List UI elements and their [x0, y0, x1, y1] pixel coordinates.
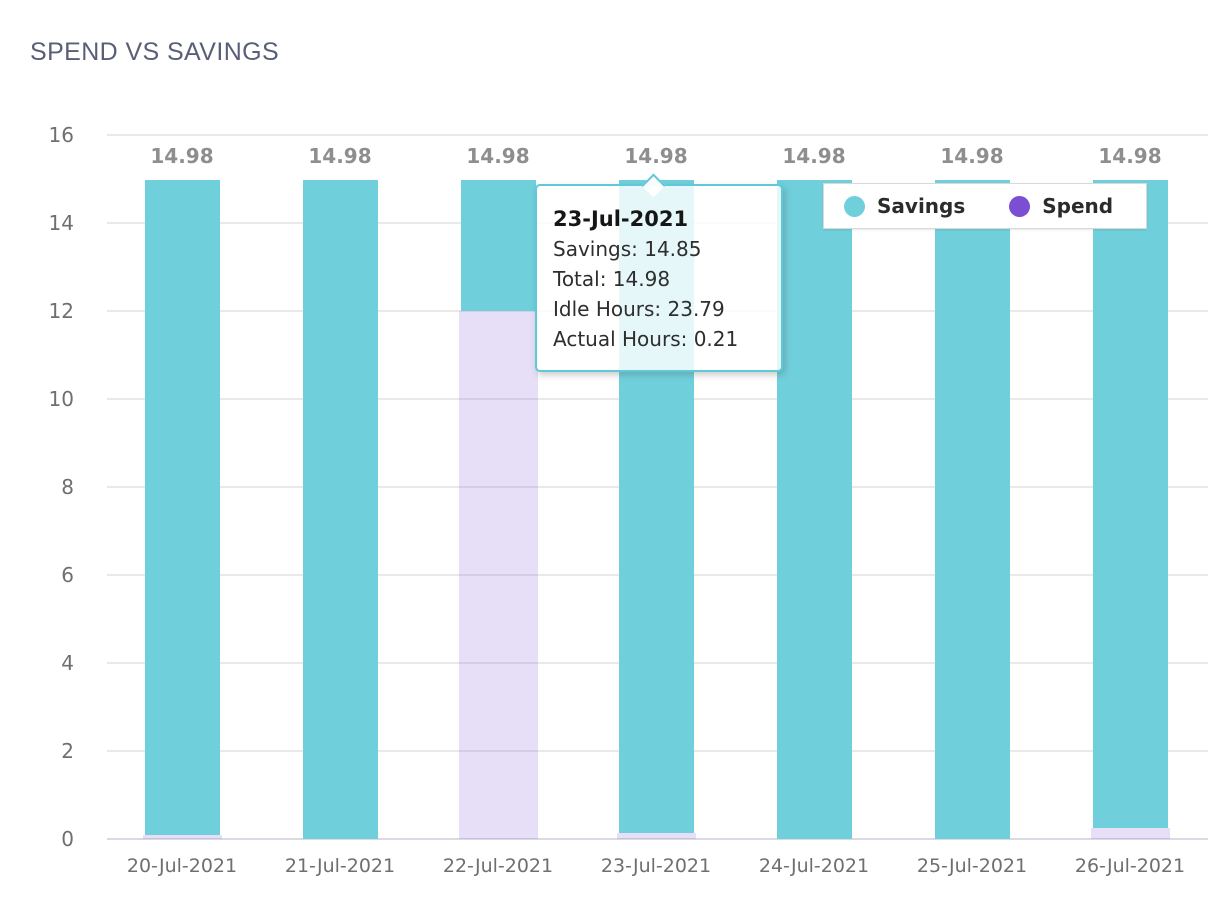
bar-value-label: 14.98 — [1098, 144, 1162, 168]
legend-item-spend[interactable]: Spend — [1009, 194, 1113, 218]
x-axis-tick-label: 26-Jul-2021 — [1074, 855, 1186, 877]
legend-label-savings: Savings — [877, 194, 966, 218]
bar-value-label: 14.98 — [624, 144, 688, 168]
chart-title: SPEND VS SAVINGS — [30, 38, 280, 66]
bar-spend-23-Jul-2021[interactable] — [616, 833, 696, 839]
y-axis-tick-label: 14 — [48, 211, 74, 235]
gridline — [107, 134, 1208, 136]
legend-label-spend: Spend — [1042, 194, 1114, 218]
tooltip-line: Idle Hours: 23.79 — [553, 297, 725, 321]
bar-savings-20-Jul-2021[interactable] — [144, 179, 220, 835]
x-axis-tick-label: 23-Jul-2021 — [600, 855, 712, 877]
y-axis-tick-label: 2 — [61, 739, 74, 763]
bar-value-label: 14.98 — [466, 144, 530, 168]
tooltip-line: Savings: 14.85 — [553, 237, 702, 261]
y-axis-tick-label: 8 — [61, 475, 74, 499]
savings-swatch-icon — [844, 195, 865, 217]
bar-value-label: 14.98 — [782, 144, 846, 168]
bar-savings-24-Jul-2021[interactable] — [776, 179, 852, 839]
bar-spend-20-Jul-2021[interactable] — [142, 834, 222, 839]
tooltip-title: 23-Jul-2021 — [553, 207, 689, 231]
y-axis-tick-label: 12 — [48, 299, 74, 323]
tooltip-body: Savings: 14.85 Total: 14.98 Idle Hours: 23… — [553, 234, 765, 354]
x-axis-tick-label: 21-Jul-2021 — [284, 855, 396, 877]
bar-value-label: 14.98 — [150, 144, 214, 168]
bar-savings-21-Jul-2021[interactable] — [302, 179, 378, 839]
chart-tooltip: 23-Jul-2021 Savings: 14.85 Total: 14.98 Id… — [535, 173, 783, 372]
tooltip-line: Total: 14.98 — [553, 267, 671, 291]
bar-spend-26-Jul-2021[interactable] — [1090, 828, 1170, 839]
tooltip-line: Actual Hours: 0.21 — [553, 327, 739, 351]
bar-value-label: 14.98 — [940, 144, 1004, 168]
x-axis-tick-label: 22-Jul-2021 — [442, 855, 554, 877]
x-axis-line — [107, 838, 1208, 840]
bar-savings-26-Jul-2021[interactable] — [1092, 179, 1168, 828]
y-axis-tick-label: 4 — [61, 651, 74, 675]
spend-swatch-icon — [1009, 195, 1031, 217]
chart-legend: Savings Spend — [823, 183, 1147, 229]
y-axis-tick-label: 6 — [61, 563, 74, 587]
x-axis-tick-label: 20-Jul-2021 — [126, 855, 238, 877]
y-axis-tick-label: 16 — [48, 123, 74, 147]
legend-item-savings[interactable]: Savings — [844, 194, 965, 218]
bar-savings-25-Jul-2021[interactable] — [934, 179, 1010, 839]
bar-savings-22-Jul-2021[interactable] — [460, 179, 536, 311]
bar-value-label: 14.98 — [308, 144, 372, 168]
x-axis-tick-label: 24-Jul-2021 — [758, 855, 870, 877]
y-axis-tick-label: 0 — [61, 827, 74, 851]
bar-spend-22-Jul-2021[interactable] — [458, 311, 538, 839]
y-axis-tick-label: 10 — [48, 387, 74, 411]
x-axis-tick-label: 25-Jul-2021 — [916, 855, 1028, 877]
